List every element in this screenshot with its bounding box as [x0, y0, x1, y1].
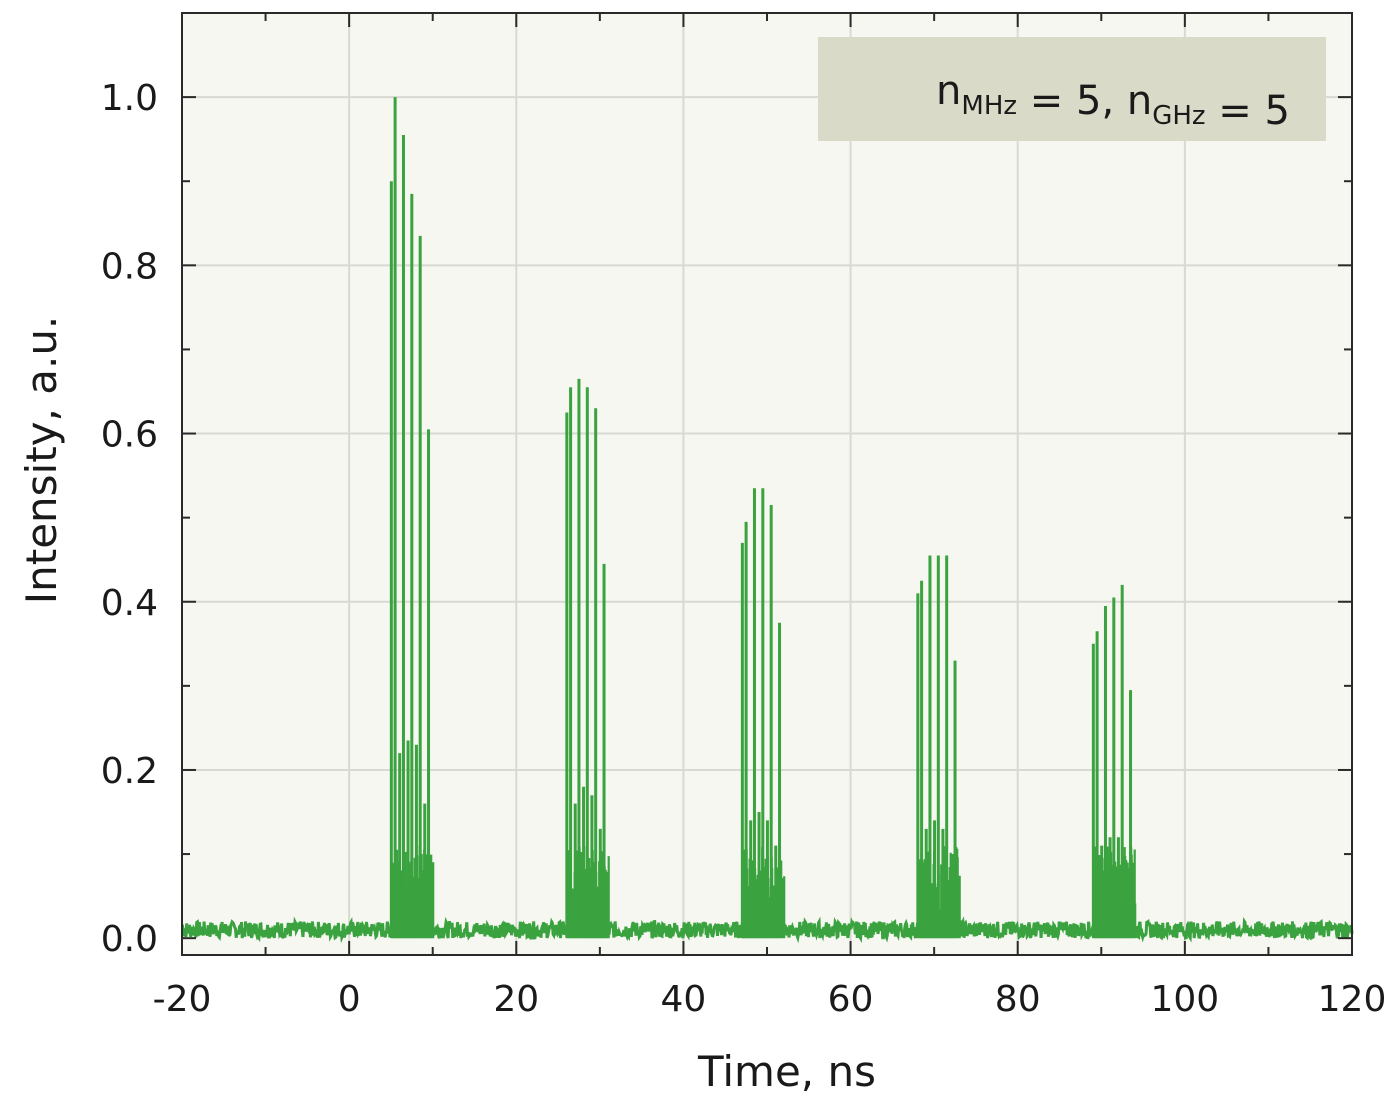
x-tick-label: 0 — [338, 979, 361, 1020]
x-axis-label: Time, ns — [697, 1047, 876, 1096]
annotation-subscript: GHz — [1152, 101, 1205, 131]
annotation: nMHz = 5, nGHz = 5 — [818, 37, 1326, 141]
annotation-text: nMHz = 5, nGHz = 5 — [936, 68, 1290, 134]
y-tick-label: 0.4 — [101, 583, 158, 624]
annotation-part: n — [936, 68, 961, 114]
x-tick-label: 100 — [1150, 979, 1219, 1020]
x-tick-label: 20 — [493, 979, 539, 1020]
tick-labels: -20 0 20 40 60 80 100 120 0.0 0.2 0.4 0.6 0.8 1.0 — [101, 78, 1387, 1020]
series-group — [180, 97, 1354, 944]
annotation-part: = 5, — [1017, 78, 1127, 124]
grid — [182, 13, 1352, 955]
x-tick-label: -20 — [153, 979, 212, 1020]
y-axis-label: Intensity, a.u. — [17, 316, 66, 605]
y-tick-label: 0.2 — [101, 751, 158, 792]
plot-background — [182, 13, 1352, 955]
y-tick-label: 1.0 — [101, 78, 158, 119]
y-tick-label: 0.8 — [101, 246, 158, 287]
annotation-part: n — [1127, 78, 1152, 124]
noise-floor-line — [180, 916, 1354, 944]
x-tick-label: 80 — [995, 979, 1041, 1020]
annotation-background — [818, 37, 1326, 141]
y-tick-label: 0.6 — [101, 415, 158, 456]
x-tick-label: 40 — [661, 979, 707, 1020]
y-tick-label: 0.0 — [101, 919, 158, 960]
annotation-subscript: MHz — [961, 91, 1017, 121]
annotation-part: = 5 — [1206, 88, 1290, 134]
x-tick-label: 120 — [1318, 979, 1387, 1020]
ticks — [181, 13, 1353, 955]
x-tick-label: 60 — [828, 979, 874, 1020]
